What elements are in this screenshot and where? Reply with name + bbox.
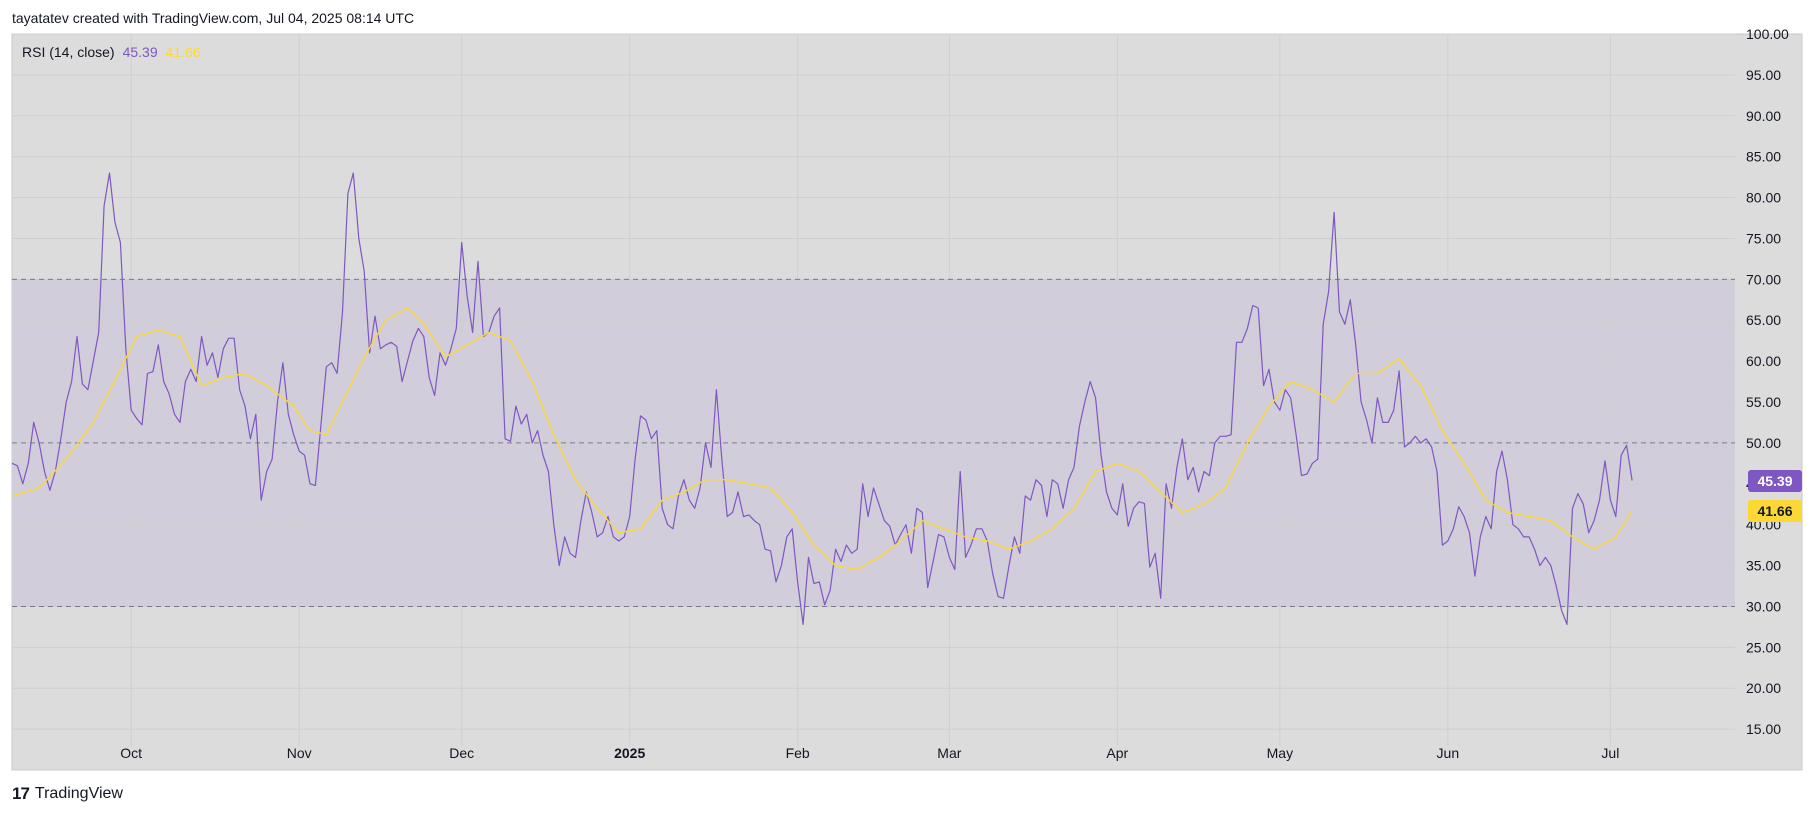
y-tick-label: 70.00 — [1746, 271, 1781, 287]
footer-brand[interactable]: 17 TradingView — [12, 784, 123, 804]
y-tick-label: 65.00 — [1746, 312, 1781, 328]
y-tick-label: 35.00 — [1746, 558, 1781, 574]
indicator-legend[interactable]: RSI (14, close) 45.39 41.66 — [22, 44, 201, 60]
legend-rsi-value: 45.39 — [122, 44, 158, 60]
y-tick-label: 80.00 — [1746, 190, 1781, 206]
chart-attribution: tayatatev created with TradingView.com, … — [12, 10, 415, 26]
y-tick-label: 90.00 — [1746, 108, 1781, 124]
rsi-last-value-tag: 45.39 — [1748, 469, 1802, 492]
x-tick-label: Oct — [120, 745, 142, 761]
y-tick-label: 85.00 — [1746, 149, 1781, 165]
y-tick-label: 30.00 — [1746, 598, 1781, 614]
y-tick-label: 95.00 — [1746, 67, 1781, 83]
x-tick-label: Feb — [786, 745, 810, 761]
x-tick-label: Nov — [287, 745, 312, 761]
x-tick-label: Jul — [1601, 745, 1619, 761]
tradingview-logo-icon: 17 — [12, 784, 30, 803]
y-tick-label: 75.00 — [1746, 230, 1781, 246]
x-tick-label: Mar — [937, 745, 961, 761]
indicator-name: RSI (14, close) — [22, 44, 115, 60]
legend-ma-value: 41.66 — [165, 44, 201, 60]
y-tick-label: 55.00 — [1746, 394, 1781, 410]
ma-line — [11, 307, 1633, 571]
y-tick-label: 25.00 — [1746, 639, 1781, 655]
ma-last-value-tag: 41.66 — [1748, 500, 1802, 523]
rsi-line — [11, 172, 1633, 625]
x-tick-label: Dec — [449, 745, 474, 761]
y-tick-label: 60.00 — [1746, 353, 1781, 369]
footer-brand-name: TradingView — [34, 785, 123, 802]
x-tick-label: Apr — [1106, 745, 1128, 761]
y-tick-label: 50.00 — [1746, 435, 1781, 451]
y-tick-label: 20.00 — [1746, 680, 1781, 696]
y-tick-label: 100.00 — [1746, 26, 1789, 42]
y-tick-label: 15.00 — [1746, 721, 1781, 737]
x-tick-label: Jun — [1437, 745, 1460, 761]
x-tick-label: May — [1267, 745, 1293, 761]
x-tick-label: 2025 — [614, 745, 645, 761]
